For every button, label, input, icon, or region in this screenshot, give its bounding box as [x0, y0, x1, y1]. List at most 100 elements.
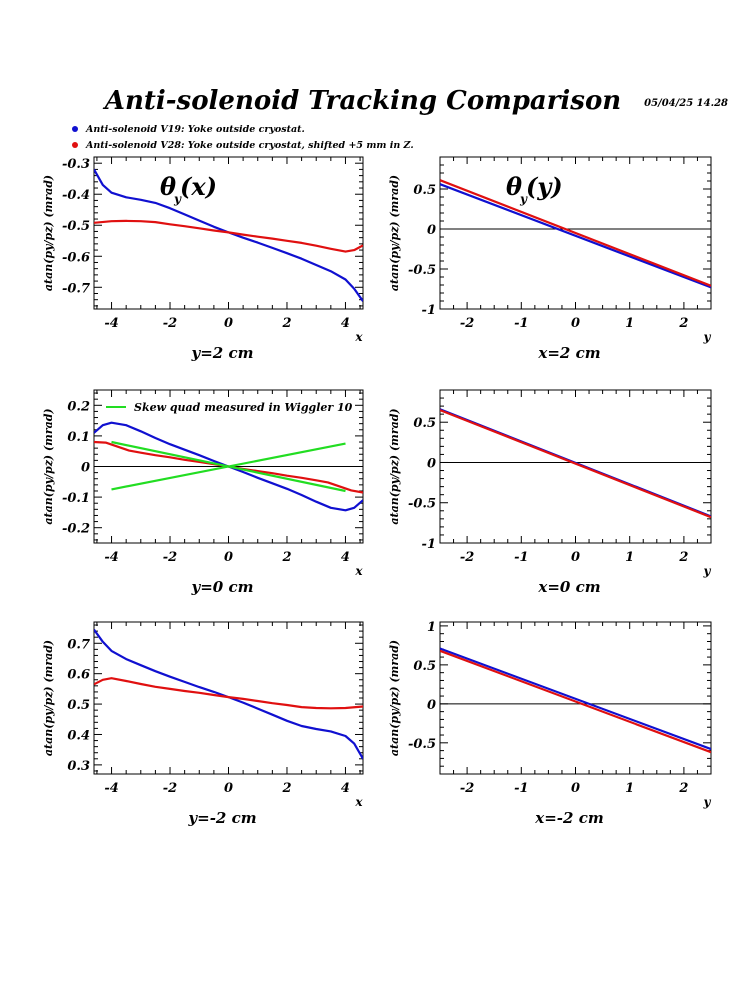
- series-line-1: [440, 649, 711, 754]
- x-tick-label: -2: [460, 550, 474, 565]
- y-tick-label: -0.1: [62, 491, 90, 506]
- y-tick-label: 0: [81, 461, 90, 476]
- y-tick-label: -0.5: [408, 263, 436, 278]
- x-tick-label: -1: [514, 550, 528, 565]
- y-tick-label: 1: [427, 620, 436, 635]
- panel-annotation-arg: (x): [180, 172, 217, 201]
- x-tick-label: 1: [625, 781, 634, 796]
- panel-subtitle: x=0 cm: [537, 578, 600, 596]
- panel-subtitle: y=0 cm: [191, 578, 254, 596]
- series-line-1: [94, 219, 363, 253]
- y-tick-label: 0: [427, 223, 436, 238]
- x-tick-label: -1: [514, 781, 528, 796]
- x-tick-label: 2: [281, 316, 291, 331]
- panel-subtitle: x=-2 cm: [534, 809, 603, 827]
- y-tick-label: -1: [422, 303, 436, 318]
- x-axis-name: x: [354, 564, 363, 578]
- x-tick-label: 0: [224, 316, 233, 331]
- legend: Anti-solenoid V19: Yoke outside cryostat…: [72, 124, 414, 151]
- y-tick-label: 0.5: [413, 183, 436, 198]
- panel-subtitle: y=-2 cm: [187, 809, 256, 827]
- y-axis-label: atan(py/pz) (mrad): [388, 175, 401, 291]
- series-line-1: [440, 409, 711, 519]
- figure-title: Anti-solenoid Tracking Comparison: [102, 86, 621, 116]
- y-axis-label: atan(py/pz) (mrad): [42, 408, 55, 524]
- datestamp: 05/04/25 14.28: [644, 98, 728, 109]
- x-tick-label: 4: [341, 316, 350, 331]
- panel-p4: -2 -1 0 1 2 0.5 0 -0.5 -1 y x=0 cm atan(py/pz) (mra…: [388, 389, 712, 596]
- legend-label-v19: Anti-solenoid V19: Yoke outside cryostat…: [85, 124, 305, 135]
- x-tick-label: 2: [678, 550, 688, 565]
- series-line-1: [94, 677, 363, 710]
- y-tick-label: -0.4: [62, 188, 90, 203]
- plot-grid: -4 -2 0 2 4 -0.3 -0.4 -0.5 -0.6 -0.7 x y=2 cm atan(p…: [42, 156, 712, 827]
- y-tick-label: -0.2: [62, 522, 90, 537]
- y-tick-label: 0.2: [67, 399, 90, 414]
- legend-marker-v28: [72, 142, 78, 148]
- panel-p5: -4 -2 0 2 4 0.7 0.6 0.5 0.4 0.3 x y=-2 cm atan(py/pz…: [42, 621, 364, 827]
- x-tick-label: -4: [104, 550, 118, 565]
- y-tick-label: 0.6: [67, 668, 90, 683]
- y-tick-label: 0: [427, 456, 436, 471]
- panel-annotation-sub: y: [173, 192, 182, 206]
- x-axis-name: y: [703, 330, 712, 344]
- panel-subtitle: y=2 cm: [191, 344, 254, 362]
- x-tick-label: -2: [163, 781, 177, 796]
- x-tick-label: 2: [281, 550, 291, 565]
- x-tick-label: 2: [281, 781, 291, 796]
- series-line-1: [440, 179, 711, 287]
- x-axis-name: y: [703, 564, 712, 578]
- y-axis-label: atan(py/pz) (mrad): [388, 640, 401, 756]
- x-axis-name: y: [703, 795, 712, 809]
- series-line-0: [440, 183, 711, 289]
- y-tick-label: 0.5: [413, 659, 436, 674]
- y-tick-label: -1: [422, 537, 436, 552]
- x-tick-label: 2: [678, 781, 688, 796]
- panel-p6: -2 -1 0 1 2 1 0.5 0 -0.5 y x=-2 cm atan(py/pz) (mra…: [388, 620, 712, 827]
- series-line-0: [440, 647, 711, 751]
- y-tick-label: 0.5: [67, 698, 90, 713]
- panel-annotation-sub: y: [519, 192, 528, 206]
- x-tick-label: 4: [341, 781, 350, 796]
- x-tick-label: -2: [163, 550, 177, 565]
- panel-p1: -4 -2 0 2 4 -0.3 -0.4 -0.5 -0.6 -0.7 x y=2 cm atan(p…: [42, 156, 364, 362]
- y-axis-label: atan(py/pz) (mrad): [42, 640, 55, 756]
- x-tick-label: -4: [104, 781, 118, 796]
- x-tick-label: 2: [678, 316, 688, 331]
- x-tick-label: 0: [224, 550, 233, 565]
- y-tick-label: 0.5: [413, 416, 436, 431]
- x-tick-label: 4: [341, 550, 350, 565]
- y-tick-label: 0.1: [67, 430, 90, 445]
- x-tick-label: -2: [460, 781, 474, 796]
- y-tick-label: -0.6: [62, 250, 90, 265]
- x-axis-name: x: [354, 330, 363, 344]
- x-tick-label: -1: [514, 316, 528, 331]
- y-axis-label: atan(py/pz) (mrad): [42, 175, 55, 291]
- y-tick-label: -0.3: [62, 157, 90, 172]
- x-tick-label: 0: [571, 550, 580, 565]
- legend-marker-v19: [72, 126, 78, 132]
- inner-legend-label: Skew quad measured in Wiggler 10: [134, 401, 353, 414]
- panel-subtitle: x=2 cm: [537, 344, 600, 362]
- panel-annotation: θ: [506, 172, 522, 201]
- x-tick-label: -2: [460, 316, 474, 331]
- series-line-0: [94, 168, 363, 302]
- y-tick-label: 0.3: [67, 759, 90, 774]
- y-tick-label: 0: [427, 698, 436, 713]
- y-tick-label: -0.5: [408, 497, 436, 512]
- y-tick-label: 0.4: [67, 728, 90, 743]
- x-tick-label: -2: [163, 316, 177, 331]
- x-tick-label: -4: [104, 316, 118, 331]
- x-tick-label: 0: [571, 316, 580, 331]
- y-tick-label: -0.5: [408, 737, 436, 752]
- x-tick-label: 0: [571, 781, 580, 796]
- plot-frame: [439, 389, 712, 544]
- panel-p3: -4 -2 0 2 4 0.2 0.1 0 -0.1 -0.2 x y=0 cm atan(py/pz)…: [42, 389, 364, 596]
- series-line-0: [94, 628, 363, 760]
- y-tick-label: 0.7: [67, 637, 90, 652]
- legend-label-v28: Anti-solenoid V28: Yoke outside cryostat…: [85, 140, 414, 151]
- y-tick-label: -0.5: [62, 219, 90, 234]
- x-tick-label: 0: [224, 781, 233, 796]
- panel-annotation: θ: [160, 172, 176, 201]
